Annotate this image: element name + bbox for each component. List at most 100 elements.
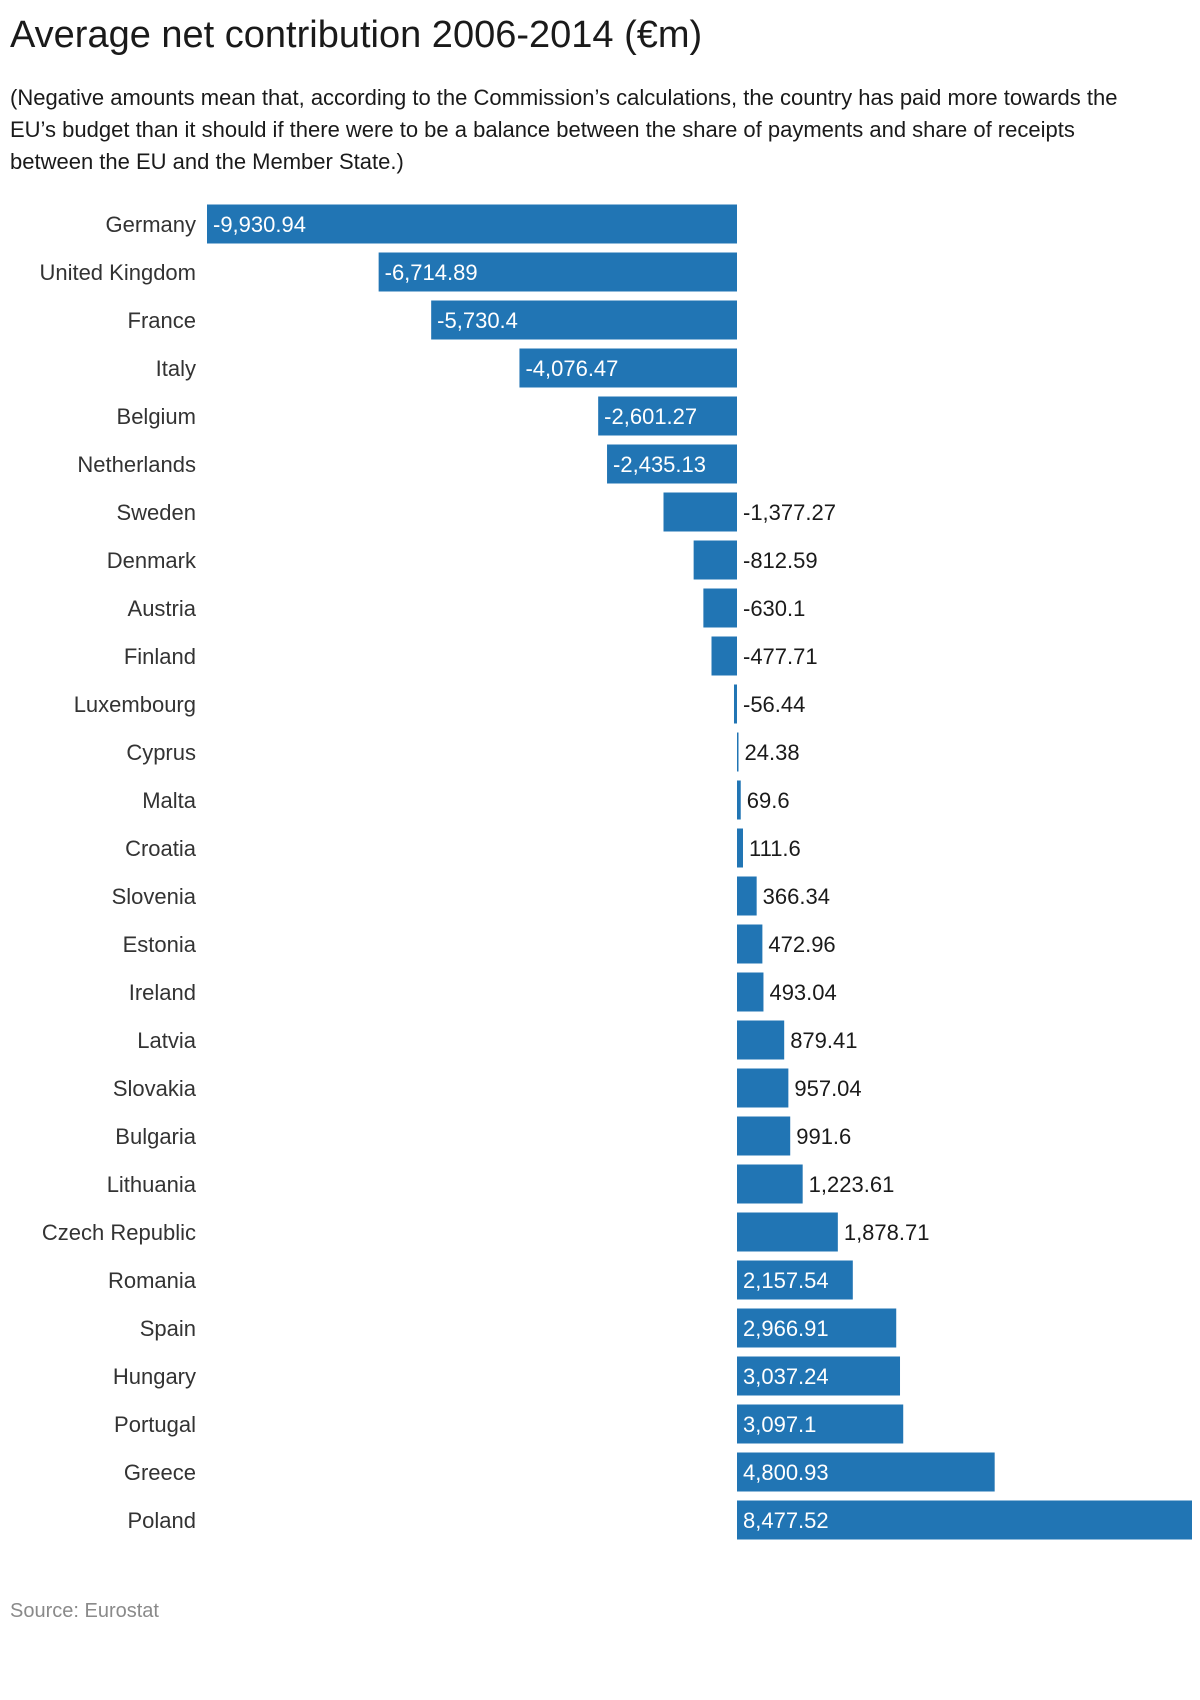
bar-malta <box>737 780 741 820</box>
value-label-malta: 69.6 <box>747 788 790 813</box>
bar-croatia <box>737 828 743 868</box>
bar-romania <box>737 1260 853 1300</box>
chart-title: Average net contribution 2006-2014 (€m) <box>10 14 703 56</box>
value-label-poland: 8,477.52 <box>743 1508 829 1533</box>
category-label-united-kingdom: United Kingdom <box>39 260 196 285</box>
bar-row-luxembourg: Luxembourg -56.44 <box>74 684 805 724</box>
bar-sweden <box>663 492 737 532</box>
bar-row-hungary: Hungary 3,037.24 <box>113 1356 901 1396</box>
bar-greece <box>737 1452 995 1492</box>
value-label-estonia: 472.96 <box>768 932 835 957</box>
category-label-hungary: Hungary <box>113 1364 196 1389</box>
value-label-latvia: 879.41 <box>790 1028 857 1053</box>
category-label-greece: Greece <box>124 1460 196 1485</box>
value-label-luxembourg: -56.44 <box>743 692 805 717</box>
value-label-greece: 4,800.93 <box>743 1460 829 1485</box>
value-label-bulgaria: 991.6 <box>796 1124 851 1149</box>
bar-italy <box>519 348 737 388</box>
bar-row-ireland: Ireland 493.04 <box>129 972 837 1012</box>
bar-row-latvia: Latvia 879.41 <box>137 1020 857 1060</box>
category-label-italy: Italy <box>156 356 196 381</box>
category-label-lithuania: Lithuania <box>107 1172 197 1197</box>
bar-latvia <box>737 1020 785 1060</box>
bar-hungary <box>737 1356 901 1396</box>
value-label-finland: -477.71 <box>743 644 818 669</box>
bar-row-malta: Malta 69.6 <box>142 780 790 820</box>
category-label-france: France <box>128 308 196 333</box>
bar-row-lithuania: Lithuania 1,223.61 <box>107 1164 895 1204</box>
bar-luxembourg <box>733 684 737 724</box>
category-label-ireland: Ireland <box>129 980 196 1005</box>
source-note: Source: Eurostat <box>10 1600 159 1622</box>
bar-row-romania: Romania 2,157.54 <box>108 1260 853 1300</box>
value-label-cyprus: 24.38 <box>745 740 800 765</box>
value-label-ireland: 493.04 <box>769 980 836 1005</box>
bar-row-greece: Greece 4,800.93 <box>124 1452 995 1492</box>
bar-belgium <box>598 396 737 436</box>
category-label-netherlands: Netherlands <box>77 452 196 477</box>
category-label-slovenia: Slovenia <box>112 884 197 909</box>
category-label-estonia: Estonia <box>123 932 197 957</box>
value-label-croatia: 111.6 <box>749 836 801 861</box>
bar-bulgaria <box>737 1116 791 1156</box>
bar-row-estonia: Estonia 472.96 <box>123 924 836 964</box>
category-label-slovakia: Slovakia <box>113 1076 197 1101</box>
value-label-sweden: -1,377.27 <box>743 500 836 525</box>
value-label-lithuania: 1,223.61 <box>809 1172 895 1197</box>
chart-subtitle: (Negative amounts mean that, according t… <box>10 85 1118 174</box>
bar-row-austria: Austria -630.1 <box>128 588 805 628</box>
category-label-sweden: Sweden <box>116 500 196 525</box>
bar-row-czech-republic: Czech Republic 1,878.71 <box>42 1212 930 1252</box>
category-label-denmark: Denmark <box>107 548 197 573</box>
value-label-romania: 2,157.54 <box>743 1268 829 1293</box>
bar-row-cyprus: Cyprus 24.38 <box>126 732 800 772</box>
bar-netherlands <box>607 444 737 484</box>
value-label-czech-republic: 1,878.71 <box>844 1220 930 1245</box>
category-label-finland: Finland <box>124 644 196 669</box>
category-label-czech-republic: Czech Republic <box>42 1220 196 1245</box>
bar-poland <box>737 1500 1192 1540</box>
category-label-romania: Romania <box>108 1268 197 1293</box>
value-label-austria: -630.1 <box>743 596 805 621</box>
bar-row-bulgaria: Bulgaria 991.6 <box>115 1116 851 1156</box>
bar-row-germany: Germany -9,930.94 <box>106 204 737 244</box>
bar-row-italy: Italy -4,076.47 <box>156 348 737 388</box>
category-label-malta: Malta <box>142 788 197 813</box>
category-label-spain: Spain <box>140 1316 196 1341</box>
category-label-cyprus: Cyprus <box>126 740 196 765</box>
bar-row-belgium: Belgium -2,601.27 <box>117 396 737 436</box>
value-label-united-kingdom: -6,714.89 <box>385 260 478 285</box>
category-label-poland: Poland <box>127 1508 196 1533</box>
value-label-france: -5,730.4 <box>437 308 518 333</box>
bar-row-sweden: Sweden -1,377.27 <box>116 492 836 532</box>
bar-portugal <box>737 1404 904 1444</box>
bar-row-portugal: Portugal 3,097.1 <box>114 1404 904 1444</box>
value-label-portugal: 3,097.1 <box>743 1412 816 1437</box>
bar-finland <box>711 636 737 676</box>
bar-row-netherlands: Netherlands -2,435.13 <box>77 444 737 484</box>
value-label-denmark: -812.59 <box>743 548 818 573</box>
bar-united-kingdom <box>378 252 737 292</box>
bar-row-united-kingdom: United Kingdom -6,714.89 <box>39 252 737 292</box>
bar-spain <box>737 1308 897 1348</box>
bar-germany <box>207 204 737 244</box>
bar-row-croatia: Croatia 111.6 <box>125 828 801 868</box>
bar-row-poland: Poland 8,477.52 <box>127 1500 1192 1540</box>
bar-ireland <box>737 972 764 1012</box>
category-label-portugal: Portugal <box>114 1412 196 1437</box>
value-label-spain: 2,966.91 <box>743 1316 829 1341</box>
bar-slovenia <box>737 876 757 916</box>
bar-slovakia <box>737 1068 789 1108</box>
value-label-germany: -9,930.94 <box>213 212 306 237</box>
bar-row-denmark: Denmark -812.59 <box>107 540 818 580</box>
bar-lithuania <box>737 1164 803 1204</box>
bar-row-slovenia: Slovenia 366.34 <box>112 876 830 916</box>
bar-row-finland: Finland -477.71 <box>124 636 818 676</box>
bar-france <box>431 300 737 340</box>
value-label-italy: -4,076.47 <box>525 356 618 381</box>
value-label-hungary: 3,037.24 <box>743 1364 829 1389</box>
value-label-slovakia: 957.04 <box>794 1076 861 1101</box>
bar-row-spain: Spain 2,966.91 <box>140 1308 897 1348</box>
category-label-austria: Austria <box>128 596 197 621</box>
